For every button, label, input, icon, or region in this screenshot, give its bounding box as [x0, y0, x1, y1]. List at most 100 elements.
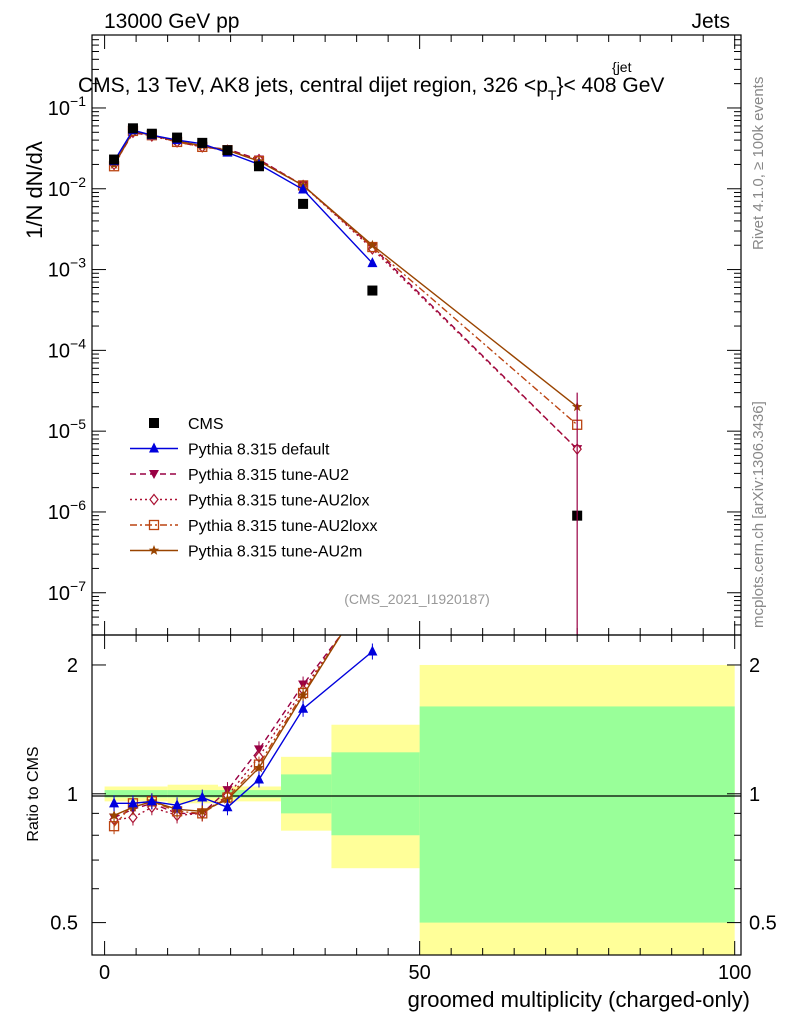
- band-green: [104, 790, 124, 798]
- legend-label-default: Pythia 8.315 default: [188, 442, 330, 459]
- legend-label-au2m: Pythia 8.315 tune-AU2m: [188, 544, 362, 561]
- series-line-au2: [113, 132, 578, 450]
- x-tick-label: 50: [409, 962, 431, 984]
- legend-label-cms: CMS: [188, 416, 224, 433]
- series-au2: [109, 128, 583, 455]
- y-tick-label: 10−2: [48, 174, 86, 201]
- y-tick-label: 10−5: [48, 416, 86, 443]
- plot-title-sup: {jet: [612, 59, 632, 75]
- legend-item-default: Pythia 8.315 default: [130, 442, 330, 459]
- ratio-axis-ticks: 0.5 0.5 1 1 2 2 0 50 100: [50, 635, 777, 984]
- plot-title-main: CMS, 13 TeV, AK8 jets, central dijet reg…: [78, 74, 548, 97]
- analysis-id: (CMS_2021_I1920187): [344, 591, 490, 607]
- mcplots-label: mcplots.cern.ch [arXiv:1306.3436]: [750, 401, 767, 628]
- ratio-point-default: [146, 795, 157, 806]
- series-default: [109, 124, 378, 268]
- series-line-au2lox: [113, 131, 578, 450]
- ratio-uncertainty-bands: [104, 664, 735, 955]
- data-point-cms: [222, 145, 233, 156]
- band-green: [167, 790, 219, 798]
- ratio-series: [108, 634, 378, 835]
- plot-title-end: }< 408 GeV: [556, 74, 664, 97]
- ratio-plot-frame: [91, 634, 742, 956]
- ratio-point-default: [253, 773, 264, 784]
- legend-marker-default: [149, 442, 159, 453]
- y-tick-label: 10−4: [48, 335, 86, 362]
- y-tick-label: 10−3: [48, 255, 86, 282]
- x-tick-label: 100: [718, 962, 751, 984]
- legend-marker-au2: [149, 470, 159, 479]
- data-point-cms: [253, 161, 264, 172]
- data-point-default: [298, 183, 309, 194]
- plot-title: CMS, 13 TeV, AK8 jets, central dijet reg…: [78, 74, 664, 103]
- main-axis-ticks: 10−7 10−6 10−5 10−4 10−3 10−2 10−1: [48, 34, 741, 636]
- legend-label-au2lox: Pythia 8.315 tune-AU2lox: [188, 493, 369, 510]
- band-green: [331, 752, 420, 836]
- ratio-y-tick-label: 1: [67, 784, 78, 806]
- ratio-y-tick-label: 2: [67, 655, 78, 677]
- header-right: Jets: [691, 10, 730, 33]
- band-green: [123, 790, 168, 798]
- ratio-y-tick-label: 0.5: [50, 913, 78, 935]
- ratio-plot-panel: 0.5 0.5 1 1 2 2 0 50 100: [50, 634, 777, 984]
- ratio-point-default: [298, 702, 309, 713]
- ratio-point-au2m: [222, 793, 233, 804]
- legend: CMS Pythia 8.315 default Pythia 8.315 tune…: [130, 416, 377, 561]
- band-green: [218, 790, 282, 798]
- ratio-y-tick-label-right: 2: [749, 655, 760, 677]
- data-point-cms: [109, 154, 120, 165]
- ratio-point-au2lox: [128, 811, 138, 824]
- header-left: 13000 GeV pp: [104, 10, 239, 33]
- y-axis-label-main: 1/N dN/dλ: [22, 141, 47, 239]
- data-point-cms: [172, 132, 183, 143]
- legend-marker-au2lox: [149, 493, 159, 506]
- ratio-series-default: [109, 643, 378, 816]
- legend-item-cms: CMS: [149, 416, 224, 433]
- ratio-point-default: [197, 791, 208, 802]
- x-tick-label: 0: [99, 962, 110, 984]
- legend-item-au2m: Pythia 8.315 tune-AU2m: [130, 544, 362, 561]
- data-point-cms: [367, 285, 378, 296]
- legend-label-au2loxx: Pythia 8.315 tune-AU2loxx: [188, 518, 377, 535]
- y-tick-label: 10−7: [48, 578, 86, 605]
- legend-marker-au2loxx: [148, 519, 160, 531]
- legend-item-au2loxx: Pythia 8.315 tune-AU2loxx: [130, 518, 377, 535]
- ratio-point-au2m: [297, 689, 309, 700]
- data-point-cms: [197, 137, 208, 148]
- legend-marker-au2m: [148, 545, 160, 555]
- ratio-y-tick-label-right: 0.5: [749, 913, 777, 935]
- ratio-point-default: [222, 801, 233, 812]
- data-point-cms: [298, 198, 309, 209]
- main-series: [108, 123, 583, 635]
- series-au2lox: [109, 126, 582, 456]
- ratio-point-default: [367, 645, 378, 656]
- ratio-y-tick-label-right: 1: [749, 784, 760, 806]
- ratio-point-default: [127, 797, 138, 808]
- ratio-point-default: [172, 799, 183, 810]
- ratio-point-au2m: [197, 805, 208, 816]
- legend-item-au2: Pythia 8.315 tune-AU2: [130, 467, 349, 484]
- band-green: [281, 774, 332, 814]
- ratio-point-au2m: [108, 809, 120, 820]
- y-tick-label: 10−6: [48, 497, 86, 524]
- main-plot-panel: 10−7 10−6 10−5 10−4 10−3 10−2 10−1: [48, 34, 742, 636]
- legend-marker-cms: [149, 418, 159, 428]
- plot-title-sub: T: [548, 87, 557, 103]
- rivet-version-label: Rivet 4.1.0, ≥ 100k events: [750, 77, 767, 250]
- series-line-au2m: [113, 130, 578, 408]
- y-tick-label: 10−1: [48, 93, 86, 120]
- ratio-line-au2lox: [114, 634, 342, 821]
- legend-label-au2: Pythia 8.315 tune-AU2: [188, 467, 349, 484]
- legend-item-au2lox: Pythia 8.315 tune-AU2lox: [130, 493, 369, 510]
- series-line-default: [113, 129, 373, 264]
- data-point-au2m: [367, 239, 378, 250]
- data-point-cms: [146, 128, 157, 139]
- ratio-point-default: [109, 797, 120, 808]
- band-green: [419, 706, 735, 923]
- ratio-point-au2m: [253, 762, 265, 773]
- y-axis-label-ratio: Ratio to CMS: [25, 746, 42, 841]
- data-point-default: [367, 257, 378, 268]
- x-axis-label: groomed multiplicity (charged-only): [408, 987, 750, 1012]
- data-point-cms: [127, 123, 138, 134]
